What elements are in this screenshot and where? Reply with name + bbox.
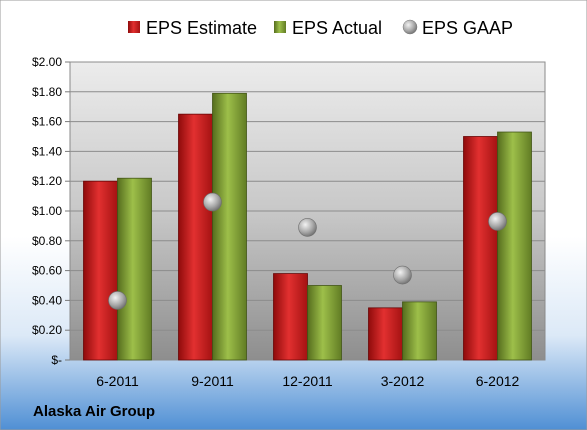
actual-bar-6-2012	[497, 131, 532, 361]
y-tick-label: $1.40	[32, 144, 62, 158]
legend: EPS Estimate EPS Actual EPS GAAP	[128, 18, 513, 38]
gaap-marker-6-2012	[488, 212, 507, 231]
company-name: Alaska Air Group	[33, 403, 155, 420]
estimate-bar-9-2011	[178, 113, 213, 361]
bars	[83, 92, 532, 361]
x-axis-ticks: 6-2011 9-2011 12-2011 3-2012 6-2012	[96, 373, 519, 389]
y-tick-label: $1.60	[32, 115, 62, 129]
y-axis-ticks: $- $0.20 $0.40 $0.60 $0.80 $1.00 $1.20 $1.40 $1.…	[32, 55, 62, 367]
x-tick-label: 12-2011	[282, 373, 333, 389]
legend-label: EPS GAAP	[422, 18, 513, 38]
legend-swatch-2	[402, 19, 418, 35]
gaap-marker-6-2011	[108, 291, 127, 310]
legend-label: EPS Actual	[292, 18, 382, 38]
y-tick-label: $1.20	[32, 174, 62, 188]
x-tick-label: 9-2011	[191, 373, 234, 389]
x-tick-label: 3-2012	[381, 373, 425, 389]
gaap-marker-9-2011	[203, 192, 222, 212]
gaap-marker-3-2012	[393, 265, 412, 285]
y-tick-label: $0.40	[32, 293, 62, 307]
actual-bar-12-2011	[307, 285, 342, 361]
actual-bar-3-2012	[402, 301, 437, 361]
y-tick-label: $1.00	[32, 204, 62, 218]
estimate-bar-6-2011	[83, 180, 118, 361]
gaap-markers	[108, 192, 507, 310]
gaap-marker-12-2011	[298, 218, 317, 237]
estimate-bar-6-2012	[463, 136, 498, 361]
y-tick-label: $0.20	[32, 323, 62, 337]
actual-bar-9-2011	[212, 92, 247, 361]
x-tick-label: 6-2011	[96, 373, 139, 389]
y-tick-label: $-	[51, 353, 62, 367]
y-tick-label: $1.80	[32, 85, 62, 99]
estimate-bar-12-2011	[273, 273, 308, 361]
legend-swatch-1	[274, 21, 286, 33]
x-tick-label: 6-2012	[476, 373, 520, 389]
y-tick-label: $0.80	[32, 234, 62, 248]
legend-label: EPS Estimate	[146, 18, 257, 38]
y-tick-label: $0.60	[32, 264, 62, 278]
y-tick-label: $2.00	[32, 55, 62, 69]
legend-swatch-0	[128, 21, 140, 33]
estimate-bar-3-2012	[368, 307, 403, 361]
actual-bar-6-2011	[117, 177, 152, 361]
